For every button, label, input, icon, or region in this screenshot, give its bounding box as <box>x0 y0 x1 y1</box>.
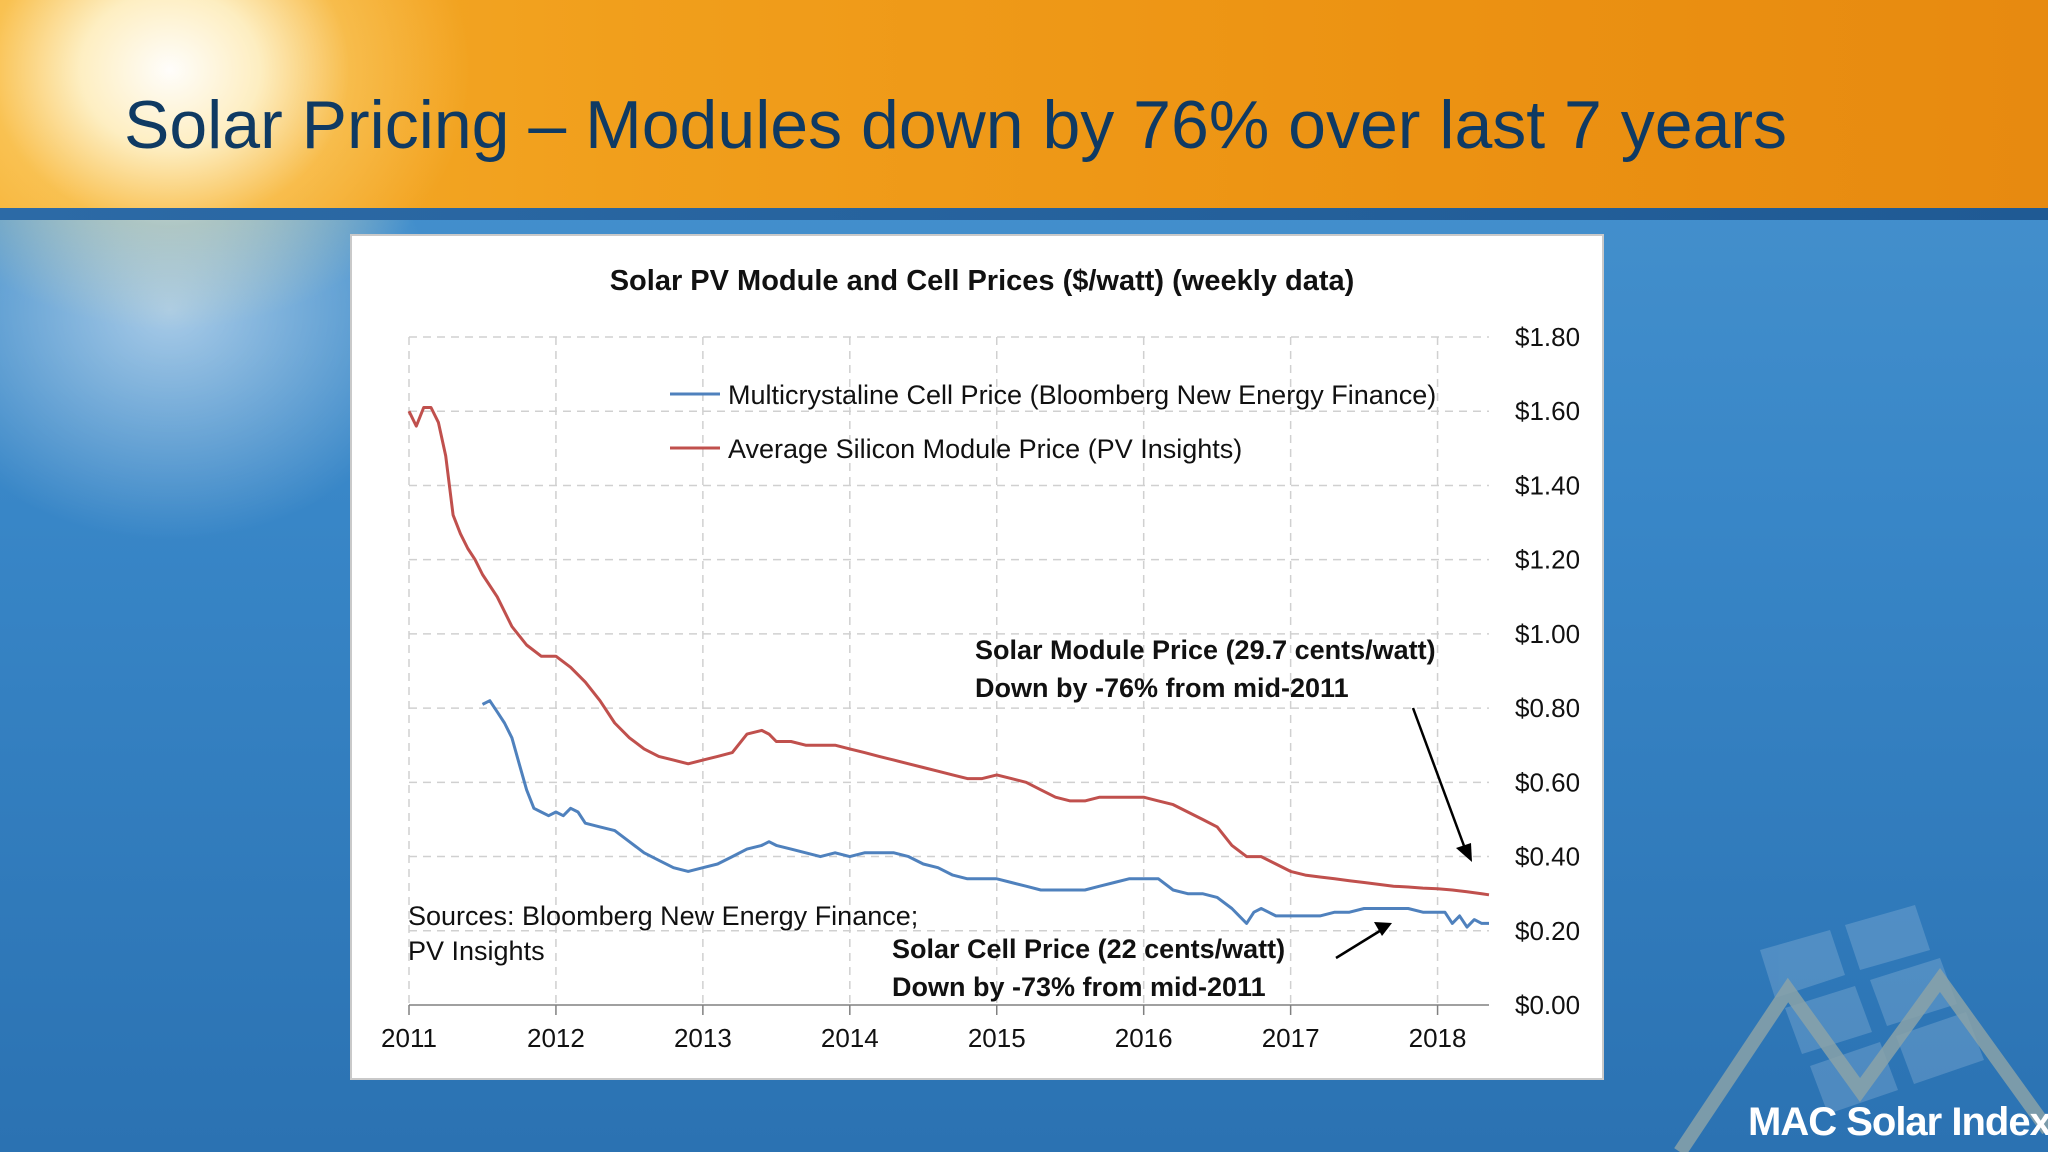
cell-arrow <box>1335 927 1384 960</box>
x-tick-label: 2013 <box>674 1023 732 1053</box>
module-arrow <box>1411 707 1469 855</box>
legend-label-cell: Multicrystaline Cell Price (Bloomberg Ne… <box>728 380 1436 410</box>
axes: $0.00 $0.20 $0.40 $0.60 $0.80 $1.00 $1.20 $1.40… <box>381 322 1580 1053</box>
grid <box>408 336 1489 1005</box>
chart-title: Solar PV Module and Cell Prices ($/watt)… <box>610 265 1355 297</box>
module-note-line2: Down by -76% from mid-2011 <box>975 673 1349 703</box>
x-tick-label: 2016 <box>1115 1023 1173 1053</box>
y-tick-label: $0.40 <box>1515 842 1580 872</box>
header-divider <box>0 208 2048 220</box>
module-annotation: Solar Module Price (29.7 cents/watt) Dow… <box>975 635 1472 862</box>
cell-arrowhead <box>1374 922 1392 936</box>
x-tick-label: 2018 <box>1409 1023 1467 1053</box>
sources-line1: Sources: Bloomberg New Energy Finance; <box>408 901 918 931</box>
module-note-line1: Solar Module Price (29.7 cents/watt) <box>975 635 1436 665</box>
series-line-module-price <box>407 406 1490 897</box>
y-tick-label: $0.20 <box>1515 916 1580 946</box>
y-tick-label: $0.80 <box>1515 693 1580 723</box>
legend-label-module: Average Silicon Module Price (PV Insight… <box>728 434 1242 464</box>
module-arrowhead <box>1456 843 1472 862</box>
sources-note: Sources: Bloomberg New Energy Finance; P… <box>408 901 918 966</box>
logo-graphic <box>1674 905 2048 1152</box>
y-tick-label: $1.60 <box>1515 396 1580 426</box>
x-tick-label: 2015 <box>968 1023 1026 1053</box>
cell-annotation: Solar Cell Price (22 cents/watt) Down by… <box>892 922 1392 1002</box>
y-tick-label: $1.00 <box>1515 619 1580 649</box>
x-tick-label: 2012 <box>527 1023 585 1053</box>
series-lines <box>407 406 1490 929</box>
cell-note-line1: Solar Cell Price (22 cents/watt) <box>892 934 1285 964</box>
x-tick-label: 2011 <box>381 1023 437 1053</box>
series-line-cell-price <box>481 699 1489 929</box>
y-tick-label: $1.20 <box>1515 545 1580 575</box>
y-tick-label: $0.60 <box>1515 767 1580 797</box>
x-tick-label: 2017 <box>1262 1023 1320 1053</box>
y-tick-label: $1.40 <box>1515 470 1580 500</box>
cell-note-line2: Down by -73% from mid-2011 <box>892 972 1266 1002</box>
legend: Multicrystaline Cell Price (Bloomberg Ne… <box>670 380 1436 464</box>
y-tick-label: $1.80 <box>1515 322 1580 352</box>
price-chart: Solar PV Module and Cell Prices ($/watt)… <box>381 265 1580 1053</box>
y-tick-label: $0.00 <box>1515 990 1580 1020</box>
x-tick-label: 2014 <box>821 1023 879 1053</box>
logo-text: MAC Solar Index <box>1748 1100 2048 1144</box>
chart-panel: Solar PV Module and Cell Prices ($/watt)… <box>350 234 1604 1080</box>
sources-line2: PV Insights <box>408 936 545 966</box>
slide-title: Solar Pricing – Modules down by 76% over… <box>124 87 1788 163</box>
